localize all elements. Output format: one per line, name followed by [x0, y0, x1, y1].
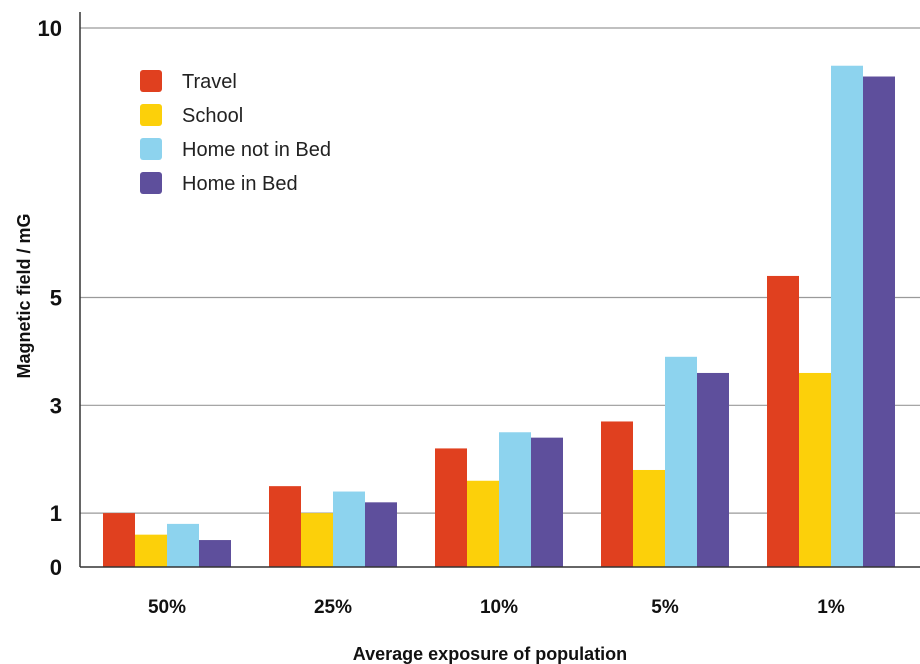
bar-school-10pct: [467, 480, 499, 567]
bar-home-in-bed-1pct: [863, 76, 895, 567]
legend-swatch-travel: [140, 70, 162, 92]
bar-school-1pct: [799, 372, 831, 567]
bar-home-in-bed-5pct: [697, 372, 729, 567]
y-tick-label: 5: [50, 286, 62, 311]
x-tick-label: 10%: [480, 597, 518, 618]
bar-home-not-in-bed-5pct: [665, 356, 697, 567]
bar-home-in-bed-25pct: [365, 502, 397, 567]
bar-school-50pct: [135, 534, 167, 567]
bar-travel-25pct: [269, 486, 301, 567]
bar-travel-10pct: [435, 448, 467, 567]
y-tick-labels: 0 1 3 5 10: [38, 16, 62, 580]
x-tick-label: 1%: [817, 597, 845, 618]
bar-home-in-bed-10pct: [531, 437, 563, 567]
x-tick-label: 25%: [314, 597, 352, 618]
bar-home-not-in-bed-1pct: [831, 65, 863, 567]
bar-home-not-in-bed-25pct: [333, 491, 365, 567]
y-tick-label: 3: [50, 393, 62, 418]
legend-swatch-home-not-in-bed: [140, 138, 162, 160]
y-tick-label: 10: [38, 16, 62, 41]
bar-travel-1pct: [767, 275, 799, 567]
legend-label: Home not in Bed: [182, 139, 331, 161]
y-tick-label: 0: [50, 555, 62, 580]
axes: [79, 12, 920, 568]
y-axis-title: Magnetic field / mG: [14, 213, 34, 378]
y-tick-label: 1: [50, 501, 62, 526]
bars: [103, 65, 895, 567]
legend-swatch-school: [140, 104, 162, 126]
x-tick-labels: 50% 25% 10% 5% 1%: [148, 597, 845, 618]
legend-label: Home in Bed: [182, 173, 298, 195]
x-tick-label: 50%: [148, 597, 186, 618]
legend-label: School: [182, 105, 243, 127]
bar-home-not-in-bed-50pct: [167, 523, 199, 567]
bar-school-5pct: [633, 469, 665, 567]
bar-travel-50pct: [103, 513, 135, 567]
legend-swatch-home-in-bed: [140, 172, 162, 194]
bar-home-in-bed-50pct: [199, 540, 231, 567]
x-tick-label: 5%: [651, 597, 679, 618]
x-axis-title: Average exposure of population: [353, 644, 627, 664]
legend-label: Travel: [182, 71, 237, 93]
legend: Travel School Home not in Bed Home in Bed: [140, 70, 331, 195]
bar-home-not-in-bed-10pct: [499, 432, 531, 567]
bar-travel-5pct: [601, 421, 633, 567]
bar-school-25pct: [301, 513, 333, 567]
